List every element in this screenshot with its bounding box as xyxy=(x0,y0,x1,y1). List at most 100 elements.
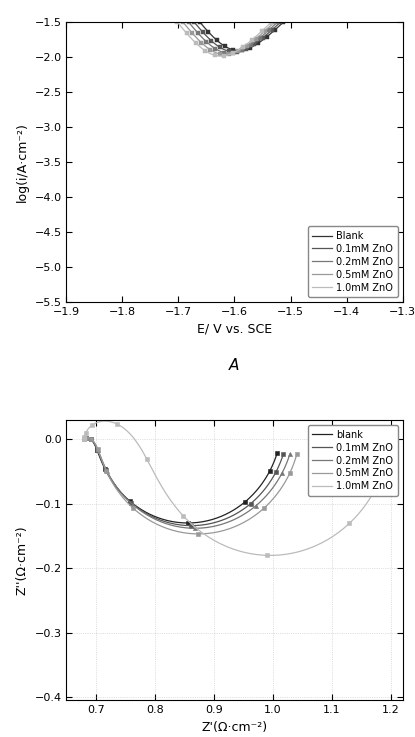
1.0mM ZnO xyxy=(268,551,273,560)
0.1mM ZnO xyxy=(193,19,198,28)
blank xyxy=(275,449,280,458)
0.2mM ZnO xyxy=(274,19,279,28)
1.0mM ZnO xyxy=(82,435,87,444)
Line: 0.1mM ZnO: 0.1mM ZnO xyxy=(84,438,283,525)
Line: 1.0mM ZnO: 1.0mM ZnO xyxy=(84,421,388,556)
Blank xyxy=(275,23,280,32)
0.2mM ZnO xyxy=(247,41,252,50)
blank xyxy=(82,434,87,443)
0.2mM ZnO xyxy=(218,47,223,56)
0.5mM ZnO xyxy=(272,18,277,27)
1.0mM ZnO xyxy=(82,433,87,441)
0.2mM ZnO xyxy=(82,435,87,444)
Line: 0.1mM ZnO: 0.1mM ZnO xyxy=(194,22,281,52)
1.0mM ZnO xyxy=(82,433,87,441)
Blank xyxy=(198,18,203,27)
0.5mM ZnO xyxy=(82,435,87,444)
1.0mM ZnO xyxy=(200,45,205,54)
Line: Blank: Blank xyxy=(200,22,283,50)
0.1mM ZnO xyxy=(82,434,87,443)
0.1mM ZnO xyxy=(82,435,87,444)
0.2mM ZnO xyxy=(82,435,87,444)
Line: 0.2mM ZnO: 0.2mM ZnO xyxy=(84,438,290,528)
0.1mM ZnO xyxy=(82,434,87,443)
Blank xyxy=(278,20,283,29)
1.0mM ZnO xyxy=(218,52,223,60)
Blank xyxy=(281,18,286,27)
0.1mM ZnO xyxy=(82,435,87,444)
0.1mM ZnO xyxy=(82,435,87,444)
1.0mM ZnO xyxy=(175,18,180,27)
0.5mM ZnO xyxy=(196,529,201,538)
1.0mM ZnO xyxy=(179,23,184,32)
0.5mM ZnO xyxy=(216,49,221,58)
0.1mM ZnO xyxy=(278,18,283,27)
0.5mM ZnO xyxy=(82,434,87,443)
0.2mM ZnO xyxy=(217,46,222,55)
Text: A: A xyxy=(229,358,240,374)
0.2mM ZnO xyxy=(82,434,87,443)
0.2mM ZnO xyxy=(82,434,87,443)
1.0mM ZnO xyxy=(261,25,266,34)
0.1mM ZnO xyxy=(222,46,227,55)
Line: blank: blank xyxy=(84,438,277,523)
0.1mM ZnO xyxy=(189,521,194,530)
0.1mM ZnO xyxy=(252,40,257,49)
1.0mM ZnO xyxy=(386,452,391,461)
0.1mM ZnO xyxy=(244,44,249,53)
0.1mM ZnO xyxy=(208,35,213,44)
Line: 1.0mM ZnO: 1.0mM ZnO xyxy=(178,22,271,56)
0.5mM ZnO xyxy=(223,50,228,59)
0.5mM ZnO xyxy=(196,35,201,44)
0.1mM ZnO xyxy=(85,433,90,442)
1.0mM ZnO xyxy=(82,435,87,444)
Blank xyxy=(200,21,205,29)
blank xyxy=(82,435,87,444)
1.0mM ZnO xyxy=(239,43,244,52)
blank xyxy=(82,435,87,444)
0.2mM ZnO xyxy=(287,450,292,458)
1.0mM ZnO xyxy=(82,434,87,443)
0.2mM ZnO xyxy=(227,49,232,57)
0.5mM ZnO xyxy=(85,433,90,442)
X-axis label: E/ V vs. SCE: E/ V vs. SCE xyxy=(197,323,272,336)
0.1mM ZnO xyxy=(82,435,87,444)
0.2mM ZnO xyxy=(82,435,87,444)
Legend: Blank, 0.1mM ZnO, 0.2mM ZnO, 0.5mM ZnO, 1.0mM ZnO: Blank, 0.1mM ZnO, 0.2mM ZnO, 0.5mM ZnO, … xyxy=(308,226,398,298)
0.5mM ZnO xyxy=(294,450,299,458)
X-axis label: Z'(Ω·cm⁻²): Z'(Ω·cm⁻²) xyxy=(201,721,268,733)
blank xyxy=(82,435,87,444)
1.0mM ZnO xyxy=(82,435,87,444)
0.5mM ZnO xyxy=(240,44,245,53)
Y-axis label: Z''(Ω·cm⁻²): Z''(Ω·cm⁻²) xyxy=(16,525,29,595)
0.5mM ZnO xyxy=(82,435,87,444)
Blank xyxy=(236,46,241,55)
1.0mM ZnO xyxy=(103,416,108,425)
1.0mM ZnO xyxy=(269,18,274,27)
0.5mM ZnO xyxy=(82,435,87,444)
0.2mM ZnO xyxy=(186,18,191,27)
0.5mM ZnO xyxy=(82,434,87,443)
blank xyxy=(82,434,87,443)
Y-axis label: log(i/A·cm⁻²): log(i/A·cm⁻²) xyxy=(16,122,29,202)
Blank xyxy=(256,38,261,47)
1.0mM ZnO xyxy=(247,38,252,46)
0.2mM ZnO xyxy=(82,435,87,444)
0.1mM ZnO xyxy=(82,435,87,444)
0.2mM ZnO xyxy=(85,433,90,442)
0.2mM ZnO xyxy=(275,18,280,27)
0.1mM ZnO xyxy=(192,18,197,27)
0.2mM ZnO xyxy=(82,435,87,444)
0.5mM ZnO xyxy=(243,42,248,51)
blank xyxy=(185,519,190,528)
blank xyxy=(82,435,87,444)
blank xyxy=(84,433,89,442)
0.5mM ZnO xyxy=(82,435,87,444)
blank xyxy=(82,435,87,444)
0.2mM ZnO xyxy=(260,32,265,41)
1.0mM ZnO xyxy=(82,435,87,444)
Line: 0.5mM ZnO: 0.5mM ZnO xyxy=(84,438,297,534)
0.1mM ZnO xyxy=(237,47,242,56)
0.5mM ZnO xyxy=(181,18,186,27)
0.5mM ZnO xyxy=(216,49,221,58)
